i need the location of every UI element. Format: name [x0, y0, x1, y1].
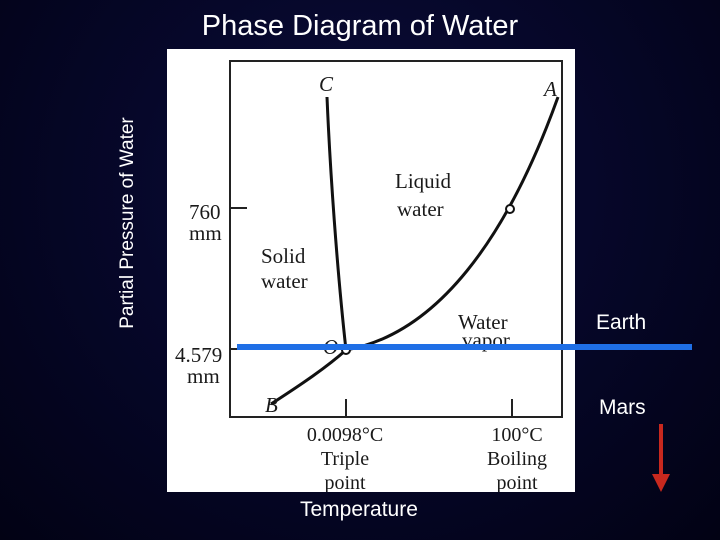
ytick-4579-value: 4.579 [175, 343, 222, 367]
phase-diagram-svg: C A B O Liquid water Solid water Water v… [175, 60, 563, 492]
fusion-curve-oc [325, 96, 348, 351]
mars-label: Mars [599, 396, 646, 419]
plot-frame [229, 60, 563, 418]
boiling-point-marker [505, 204, 515, 214]
phase-diagram-image: C A B O Liquid water Solid water Water v… [167, 49, 575, 492]
sublimation-curve-ob [270, 348, 348, 406]
xtick-boiling-value: 100°C [491, 424, 542, 446]
earth-label: Earth [596, 311, 647, 334]
label-c: C [319, 72, 334, 96]
xtick-triple-line2: Triple [321, 448, 369, 470]
ytick-760-value: 760 [189, 200, 221, 224]
region-solid-line1: Solid [261, 244, 306, 268]
ytick-4579-unit: mm [187, 364, 220, 388]
region-solid-line2: water [261, 269, 308, 293]
region-vapor-line1: Water [458, 310, 508, 334]
xtick-boiling-line3: point [496, 472, 538, 492]
xtick-boiling-line2: Boiling [487, 448, 547, 470]
xtick-triple-value: 0.0098°C [307, 424, 383, 446]
xtick-triple-line3: point [324, 472, 366, 492]
label-b: B [265, 393, 278, 417]
slide-title: Phase Diagram of Water [201, 10, 519, 42]
ytick-760-unit: mm [189, 221, 222, 245]
region-liquid-line1: Liquid [395, 169, 451, 193]
mars-arrow-head [652, 474, 670, 492]
label-a: A [542, 77, 557, 101]
x-axis-label: Temperature [300, 498, 418, 521]
earth-pressure-line [237, 344, 692, 350]
vaporization-curve-oa [345, 96, 560, 352]
region-liquid-line2: water [397, 197, 444, 221]
